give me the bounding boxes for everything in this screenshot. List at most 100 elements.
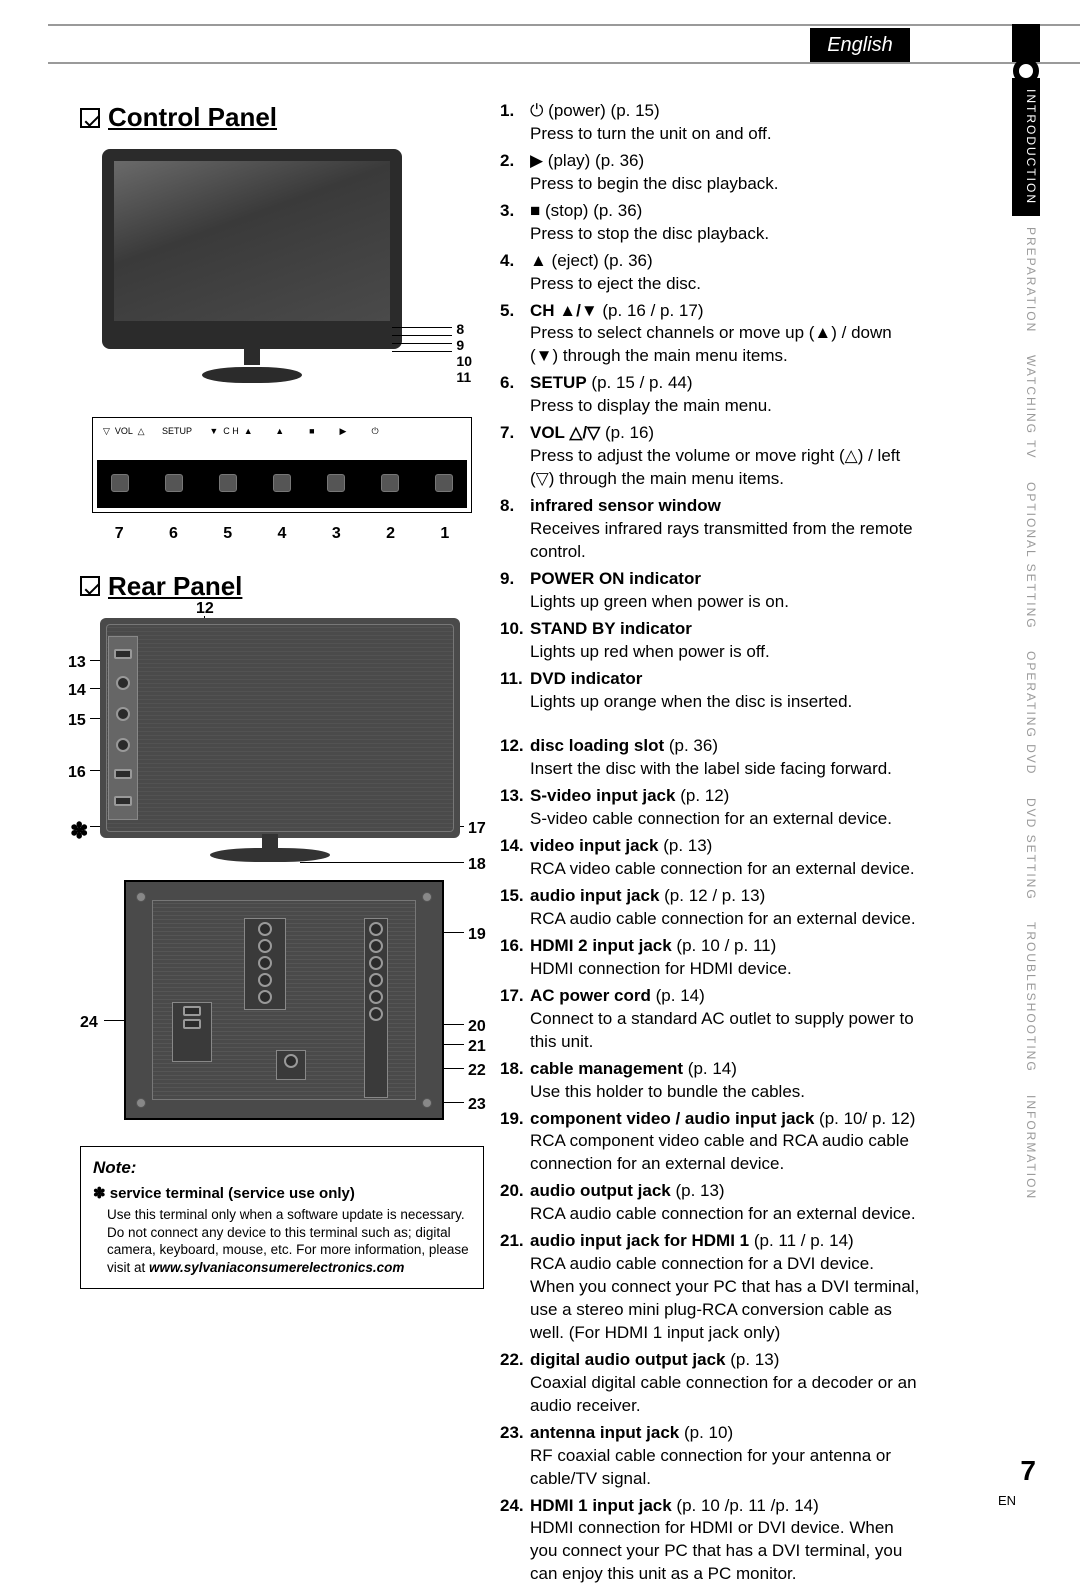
- feature-desc: Press to stop the disc playback.: [530, 223, 920, 246]
- tv-stand: [202, 349, 302, 383]
- section-tab: PREPARATION: [1012, 216, 1040, 344]
- feature-title: cable management: [530, 1059, 683, 1078]
- port-svideo: [114, 649, 132, 659]
- checkbox-icon: [80, 576, 100, 596]
- callout-11: 11: [456, 369, 472, 385]
- feature-item: 23.antenna input jack (p. 10)RF coaxial …: [500, 1422, 920, 1491]
- feature-title: audio input jack for HDMI 1: [530, 1231, 749, 1250]
- feature-item: 2.▶ (play) (p. 36)Press to begin the dis…: [500, 150, 920, 196]
- callout-23: 23: [468, 1094, 486, 1116]
- callout-21: 21: [468, 1036, 486, 1058]
- feature-title: video input jack: [530, 836, 658, 855]
- section-tab: WATCHING TV: [1012, 344, 1040, 470]
- feature-ref: (p. 12): [675, 786, 729, 805]
- feature-number: 4.: [500, 250, 514, 273]
- feature-desc: HDMI connection for HDMI or DVI device. …: [530, 1517, 920, 1586]
- callout-19: 19: [468, 924, 486, 946]
- feature-ref: (p. 11 / p. 14): [749, 1231, 854, 1250]
- feature-title: HDMI 2 input jack: [530, 936, 672, 955]
- feature-title: digital audio output jack: [530, 1350, 726, 1369]
- feature-desc: Press to display the main menu.: [530, 395, 920, 418]
- spine-top: [1012, 24, 1040, 62]
- feature-ref: (p. 12 / p. 13): [659, 886, 765, 905]
- feature-title: HDMI 1 input jack: [530, 1496, 672, 1515]
- feature-ref: (p. 10/ p. 12): [814, 1109, 915, 1128]
- component-block: [244, 918, 286, 1010]
- section-tab: INFORMATION: [1012, 1084, 1040, 1211]
- callout-13: 13: [68, 652, 86, 674]
- feature-desc: Insert the disc with the label side faci…: [530, 758, 920, 781]
- feature-item: 5.CH ▲/▼ (p. 16 / p. 17)Press to select …: [500, 300, 920, 369]
- button-number: 4: [278, 523, 287, 545]
- callout-15: 15: [68, 710, 86, 732]
- feature-ref: (p. 13): [726, 1350, 780, 1369]
- hdmi1-block: [172, 1002, 212, 1062]
- feature-ref: (p. 13): [658, 836, 712, 855]
- feature-title: antenna input jack: [530, 1423, 679, 1442]
- feature-desc: RCA component video cable and RCA audio …: [530, 1130, 920, 1176]
- feature-desc: Receives infrared rays transmitted from …: [530, 518, 920, 564]
- page-number: 7: [1020, 1452, 1036, 1490]
- feature-number: 18.: [500, 1058, 524, 1081]
- control-labels: ▽ VOL △ SETUP ▼ C H ▲ ▲ ■ ▶ ⏻: [99, 424, 465, 438]
- feature-ref: (p. 13): [671, 1181, 725, 1200]
- feature-number: 21.: [500, 1230, 524, 1253]
- button-number: 3: [332, 523, 341, 545]
- button-number: 6: [169, 523, 178, 545]
- feature-desc: Press to select channels or move up (▲) …: [530, 322, 920, 368]
- callout-20: 20: [468, 1016, 486, 1038]
- feature-title: component video / audio input jack: [530, 1109, 814, 1128]
- feature-icon: ■: [530, 201, 540, 220]
- control-panel-strip: ▽ VOL △ SETUP ▼ C H ▲ ▲ ■ ▶ ⏻: [92, 417, 472, 513]
- right-column: 1.⏻ (power) (p. 15)Press to turn the uni…: [500, 100, 920, 1590]
- port-video: [116, 676, 130, 690]
- feature-item: 14.video input jack (p. 13)RCA video cab…: [500, 835, 920, 881]
- feature-desc: RCA video cable connection for an extern…: [530, 858, 920, 881]
- side-port-strip: [108, 636, 138, 820]
- section-tab: DVD SETTING: [1012, 787, 1040, 912]
- feature-icon: ▶: [530, 151, 543, 170]
- feature-title: audio output jack: [530, 1181, 671, 1200]
- callout-9: 9: [456, 337, 472, 353]
- feature-number: 11.: [500, 668, 523, 691]
- feature-number: 23.: [500, 1422, 524, 1445]
- feature-item: 9.POWER ON indicatorLights up green when…: [500, 568, 920, 614]
- feature-item: 16.HDMI 2 input jack (p. 10 / p. 11)HDMI…: [500, 935, 920, 981]
- feature-desc: Lights up green when power is on.: [530, 591, 920, 614]
- feature-desc: Press to adjust the volume or move right…: [530, 445, 920, 491]
- feature-ref: (p. 36): [599, 251, 653, 270]
- footer-lang: EN: [998, 1492, 1016, 1510]
- feature-item: 11.DVD indicatorLights up orange when th…: [500, 668, 920, 714]
- feature-title: POWER ON indicator: [530, 569, 701, 588]
- callout-8: 8: [456, 321, 472, 337]
- feature-number: 22.: [500, 1349, 524, 1372]
- feature-tag: (stop): [540, 201, 588, 220]
- feature-title: infrared sensor window: [530, 496, 721, 515]
- feature-list-rear: 12.disc loading slot (p. 36)Insert the d…: [500, 735, 920, 1586]
- port-service: [114, 796, 132, 806]
- feature-title: VOL △/▽: [530, 423, 600, 442]
- feature-ref: (p. 36): [590, 151, 644, 170]
- feature-ref: (p. 14): [651, 986, 705, 1005]
- feature-item: 22.digital audio output jack (p. 13)Coax…: [500, 1349, 920, 1418]
- feature-desc: Press to turn the unit on and off.: [530, 123, 920, 146]
- feature-title: SETUP: [530, 373, 587, 392]
- button-number: 1: [440, 523, 449, 545]
- feature-number: 2.: [500, 150, 514, 173]
- port-hdmi2: [114, 769, 132, 779]
- port-audio-r: [116, 738, 130, 752]
- feature-item: 21. audio input jack for HDMI 1 (p. 11 / …: [500, 1230, 920, 1345]
- feature-desc: RCA audio cable connection for an extern…: [530, 908, 920, 931]
- feature-item: 8. infrared sensor window Receives infrare…: [500, 495, 920, 564]
- callout-16: 16: [68, 762, 86, 784]
- rear-bottom-view: [124, 880, 444, 1120]
- section-tab: TROUBLESHOOTING: [1012, 911, 1040, 1084]
- feature-number: 8.: [500, 495, 514, 518]
- control-panel-title: Control Panel: [108, 100, 277, 135]
- feature-desc: HDMI connection for HDMI device.: [530, 958, 920, 981]
- feature-number: 10.: [500, 618, 524, 641]
- feature-item: 12.disc loading slot (p. 36)Insert the d…: [500, 735, 920, 781]
- callout-14: 14: [68, 680, 86, 702]
- note-body: Use this terminal only when a software u…: [93, 1206, 471, 1276]
- button-number: 2: [386, 523, 395, 545]
